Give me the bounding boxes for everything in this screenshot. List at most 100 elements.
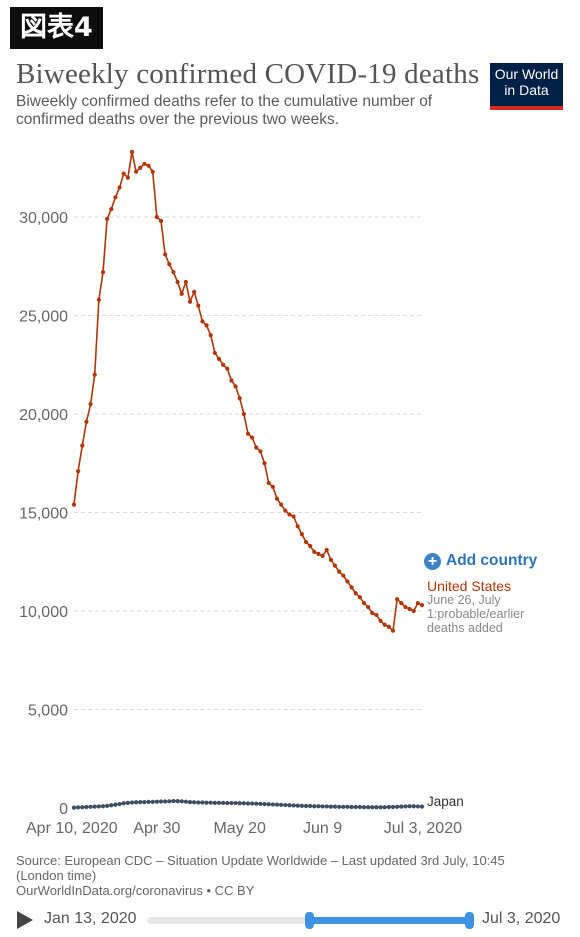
data-point (80, 805, 85, 810)
data-point (270, 802, 275, 807)
data-point (233, 384, 238, 389)
data-point (332, 804, 338, 809)
data-point (208, 333, 213, 338)
data-point (345, 804, 350, 809)
y-tick-label: 15,000 (19, 506, 68, 523)
data-point (208, 800, 213, 805)
data-point (212, 350, 217, 356)
data-point (283, 802, 288, 808)
data-point (183, 279, 188, 285)
timeline-start-label: Jan 13, 2020 (44, 910, 137, 927)
data-point (366, 805, 371, 810)
data-point (316, 551, 321, 556)
timeline-end-handle[interactable] (465, 912, 474, 929)
data-point (192, 800, 197, 805)
data-point (84, 804, 89, 810)
data-point (279, 502, 284, 507)
data-point (117, 801, 122, 807)
logo-line-2: in Data (504, 82, 549, 98)
data-point (399, 601, 404, 606)
data-point (349, 804, 354, 810)
data-point (299, 803, 304, 808)
data-point (187, 299, 193, 304)
data-point (71, 805, 77, 810)
series-line-united-states (73, 151, 423, 632)
data-point (274, 802, 280, 807)
data-point (407, 804, 412, 809)
data-point (154, 214, 159, 220)
data-point (370, 805, 375, 810)
data-point (241, 411, 246, 417)
data-point (320, 553, 325, 558)
data-point (245, 431, 251, 436)
data-point (175, 279, 180, 285)
data-point (308, 543, 313, 549)
data-point (303, 539, 309, 545)
data-point (192, 289, 197, 294)
data-point (216, 800, 222, 805)
data-point (76, 805, 81, 810)
data-point (134, 800, 139, 805)
owid-logo[interactable]: Our World in Data (490, 63, 563, 110)
data-point (312, 804, 317, 809)
source-line-2: OurWorldInData.org/coronavirus • CC BY (16, 883, 255, 898)
add-country-button[interactable]: + Add country (424, 552, 537, 570)
series-label-united-states[interactable]: United States (427, 578, 512, 594)
data-point (353, 804, 358, 810)
data-point (196, 303, 201, 308)
data-point (357, 595, 362, 600)
data-point (138, 799, 143, 805)
data-point (146, 163, 151, 168)
play-icon[interactable] (17, 911, 33, 929)
data-point (403, 804, 408, 809)
data-point (125, 800, 130, 805)
series-label-japan[interactable]: Japan (427, 794, 464, 809)
data-point (221, 362, 226, 367)
data-point (100, 270, 106, 275)
data-point (266, 802, 271, 807)
data-point (295, 803, 300, 808)
data-point (245, 801, 251, 806)
data-point (366, 604, 371, 610)
data-point (92, 372, 97, 377)
data-point (378, 805, 383, 810)
data-point (390, 804, 396, 810)
data-point (129, 149, 135, 155)
data-point (125, 175, 130, 180)
data-point (403, 604, 408, 610)
data-point (167, 799, 172, 804)
data-point (183, 799, 188, 804)
logo-line-1: Our World (494, 66, 559, 82)
data-point (146, 799, 151, 804)
data-point (345, 579, 350, 584)
data-point (96, 297, 101, 302)
data-point (200, 800, 205, 805)
timeline-selected-range (308, 917, 470, 924)
data-point (163, 799, 168, 804)
chart-title: Biweekly confirmed COVID-19 deaths (16, 58, 480, 90)
data-point (171, 799, 176, 804)
data-point (167, 262, 172, 267)
data-point (237, 396, 242, 401)
data-point (283, 508, 288, 513)
figure-badge: 図表4 (10, 7, 103, 49)
y-tick-label: 0 (59, 801, 68, 818)
timeline-start-handle[interactable] (304, 912, 314, 929)
data-point (88, 402, 93, 407)
data-point (274, 496, 280, 501)
data-point (361, 805, 367, 810)
x-tick-label: Jul 3, 2020 (384, 820, 462, 837)
line-chart: 0 5,000 10,000 15,000 20,000 25,000 30,000 Apr … (19, 149, 462, 837)
data-point (324, 547, 329, 553)
data-point (291, 514, 296, 519)
data-point (411, 608, 416, 614)
data-point (225, 366, 230, 371)
data-point (337, 569, 342, 574)
data-point (279, 802, 284, 807)
data-point (134, 169, 139, 174)
data-point (237, 801, 242, 806)
data-point (109, 207, 114, 212)
data-point (117, 185, 122, 190)
x-tick-label: Apr 30 (133, 820, 180, 837)
data-point (386, 624, 391, 629)
